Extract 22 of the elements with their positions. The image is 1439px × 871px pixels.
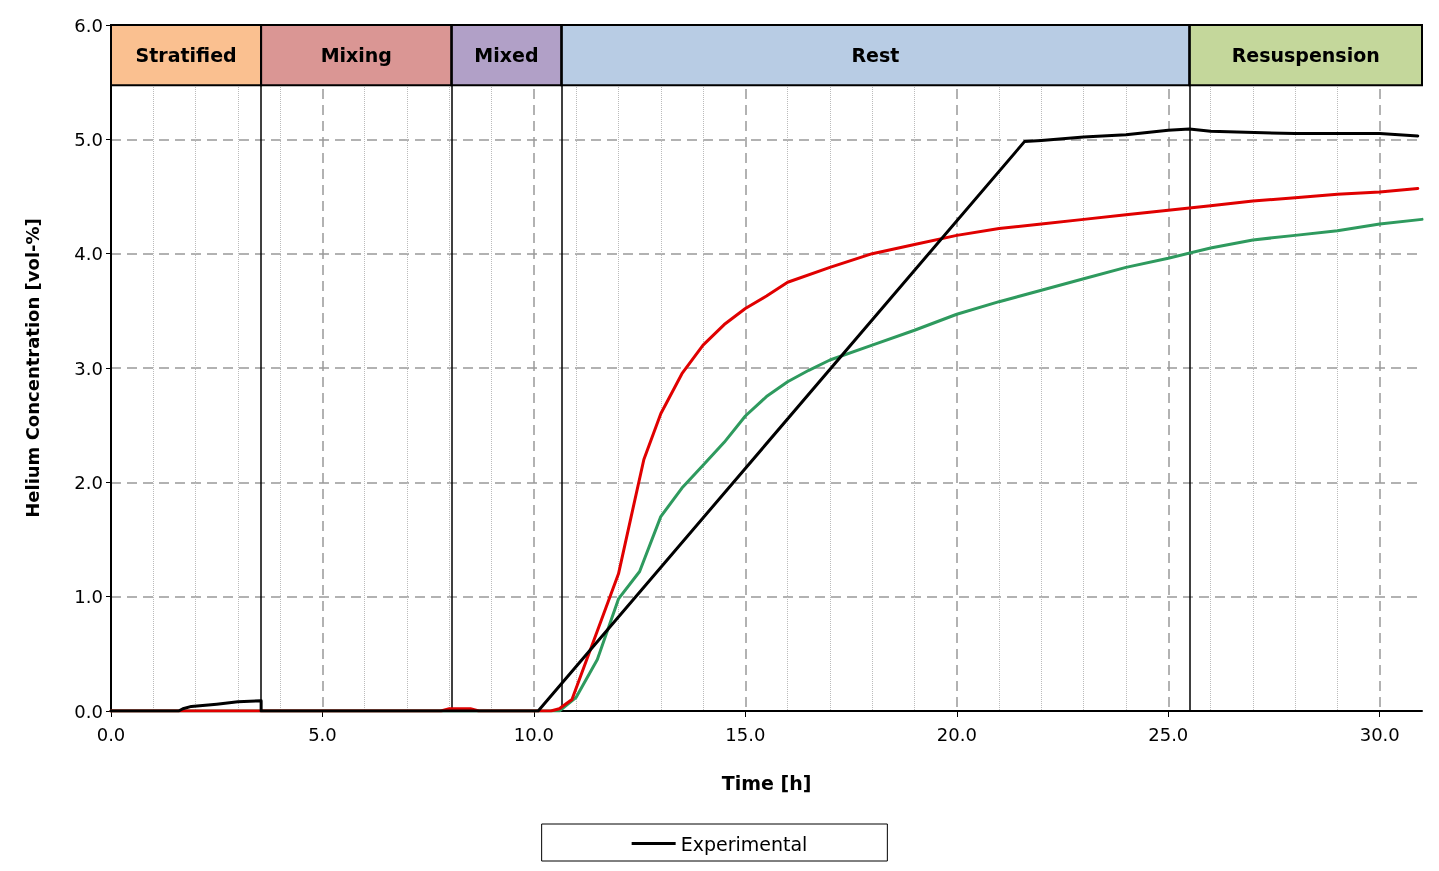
y-tick-label: 5.0 (74, 128, 103, 150)
y-axis-title: Helium Concentration [vol-%] (21, 218, 43, 518)
band-label: Resuspension (1231, 44, 1380, 67)
y-tick-label: 1.0 (74, 586, 103, 608)
band-label: Mixed (474, 44, 539, 67)
x-tick-label: 25.0 (1148, 723, 1189, 745)
x-tick-label: 0.0 (96, 723, 126, 745)
y-tick-label: 2.0 (74, 471, 103, 493)
legend-label: Experimental (680, 832, 808, 855)
x-tick-label: 20.0 (936, 723, 977, 745)
y-tick-label: 4.0 (74, 243, 103, 265)
x-tick-label: 15.0 (725, 723, 766, 745)
x-tick-label: 5.0 (308, 723, 337, 745)
x-axis-title: Time [h] (721, 771, 812, 794)
x-tick-label: 30.0 (1359, 723, 1400, 745)
x-tick-label: 10.0 (513, 723, 554, 745)
band-label: Stratified (135, 44, 237, 67)
y-tick-label: 0.0 (74, 700, 103, 722)
band-label: Rest (851, 44, 900, 67)
y-tick-label: 6.0 (74, 14, 103, 36)
band-label: Mixing (320, 44, 392, 67)
y-tick-label: 3.0 (74, 357, 103, 379)
